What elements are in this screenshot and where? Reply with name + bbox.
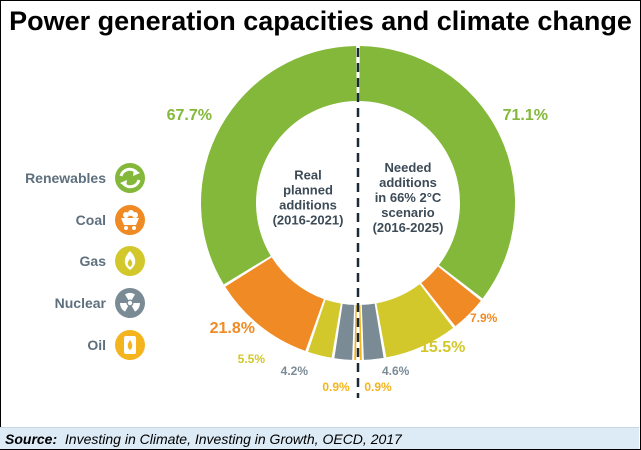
label-right-renewables: 71.1% (503, 107, 548, 124)
legend-label-nuclear: Nuclear (55, 295, 107, 311)
radiation-icon (115, 288, 145, 318)
percent-labels: 67.7% 21.8% 5.5% 4.2% 0.9% 71.1% 7.9% 15.5% 4.6%… (167, 107, 548, 394)
label-right-coal: 7.9% (470, 311, 498, 325)
legend-item-gas: Gas (80, 246, 145, 276)
donut-right (359, 46, 515, 360)
coal-cart-icon (115, 205, 145, 235)
legend-item-coal: Coal (76, 205, 145, 235)
legend-label-oil: Oil (87, 337, 106, 353)
legend-item-renewables: Renewables (25, 163, 145, 193)
donut-chart: Renewables Coal Gas Nuclear Oil Real planned a… (25, 46, 548, 398)
oil-drop-icon (115, 330, 145, 360)
legend-label-gas: Gas (80, 253, 107, 269)
center-label-left: Real planned additions (2016-2021) (273, 168, 344, 228)
source-label: Source: (5, 431, 58, 447)
label-left-gas: 5.5% (238, 352, 266, 366)
slice-left-oil (354, 304, 357, 360)
recycle-icon (115, 163, 145, 193)
slice-right-gas (376, 284, 454, 358)
flame-icon (115, 246, 145, 276)
label-left-oil: 0.9% (322, 380, 350, 394)
legend-label-renewables: Renewables (25, 170, 106, 186)
slice-right-renewables (359, 46, 515, 299)
donut-arcs (200, 46, 515, 360)
legend-item-nuclear: Nuclear (55, 288, 145, 318)
legend-item-oil: Oil (87, 330, 145, 360)
label-left-renewables: 67.7% (167, 107, 212, 124)
legend-label-coal: Coal (76, 212, 106, 228)
center-labels: Real planned additions (2016-2021) Needed add… (273, 160, 444, 235)
center-label-right: Needed additions in 66% 2°C scenario (2016-2… (373, 160, 444, 235)
slice-left-nuclear (334, 303, 355, 360)
donut-left (200, 46, 357, 360)
label-right-oil: 0.9% (364, 380, 392, 394)
legend: Renewables Coal Gas Nuclear Oil (25, 163, 145, 360)
slice-left-coal (225, 257, 324, 351)
slice-right-oil (359, 304, 362, 360)
slice-right-nuclear (361, 303, 384, 360)
chart-title: Power generation capacities and climate … (9, 6, 632, 36)
label-left-nuclear: 4.2% (281, 364, 309, 378)
label-right-nuclear: 4.6% (382, 364, 410, 378)
slice-left-renewables (200, 46, 357, 285)
source-footer: Source: Investing in Climate, Investing … (0, 427, 639, 449)
source-text: Investing in Climate, Investing in Growt… (64, 431, 402, 447)
slice-left-gas (308, 299, 341, 358)
label-right-gas: 15.5% (420, 339, 465, 356)
slice-right-coal (421, 266, 481, 327)
label-left-coal: 21.8% (210, 320, 255, 337)
